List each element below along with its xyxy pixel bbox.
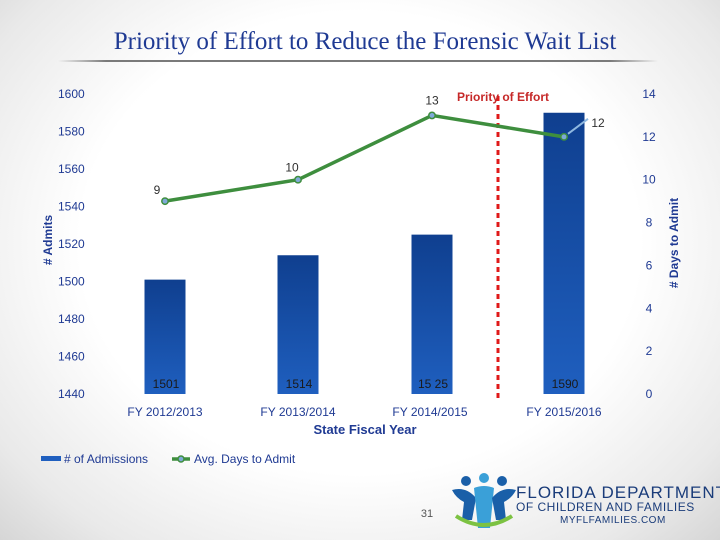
bar-admissions-2: [411, 234, 453, 394]
label-leader-line: [567, 118, 589, 135]
category-label-0: FY 2012/2013: [127, 405, 203, 419]
left-tick-1600: 1600: [58, 87, 85, 101]
left-tick-1520: 1520: [58, 237, 85, 251]
line-point-1: [294, 175, 302, 184]
line-value-label-0: 9: [154, 183, 161, 197]
line-point-0: [161, 197, 169, 206]
priority-of-effort-label: Priority of Effort: [457, 90, 549, 104]
logo-line-3: MYFLFAMILIES.COM: [560, 515, 666, 526]
left-axis-title: # Admits: [41, 215, 55, 266]
line-point-3: [560, 132, 568, 141]
right-tick-6: 6: [646, 258, 653, 272]
category-label-3: FY 2015/2016: [526, 405, 602, 419]
bar-value-label-1: 1514: [286, 377, 313, 391]
bar-value-label-2: 15 25: [418, 377, 448, 391]
left-tick-1500: 1500: [58, 275, 85, 289]
category-label-2: FY 2014/2015: [392, 405, 468, 419]
line-days-to-admit: [164, 113, 565, 203]
right-tick-0: 0: [646, 387, 653, 401]
left-tick-1440: 1440: [58, 387, 85, 401]
legend-marker-days: [177, 455, 185, 463]
x-axis-title: State Fiscal Year: [313, 422, 416, 437]
logo-line-2: OF CHILDREN AND FAMILIES: [516, 500, 695, 514]
left-tick-1540: 1540: [58, 200, 85, 214]
page-number: 31: [420, 508, 434, 520]
line-value-label-3: 12: [591, 116, 605, 130]
left-tick-1580: 1580: [58, 125, 85, 139]
bar-admissions-1: [277, 255, 319, 394]
right-tick-14: 14: [642, 87, 656, 101]
line-value-label-1: 10: [285, 161, 299, 175]
left-tick-1460: 1460: [58, 350, 85, 364]
category-label-1: FY 2013/2014: [260, 405, 336, 419]
right-tick-2: 2: [646, 344, 653, 358]
right-tick-12: 12: [642, 130, 656, 144]
right-tick-10: 10: [642, 173, 656, 187]
page-title: Priority of Effort to Reduce the Forensi…: [113, 28, 617, 55]
legend-label-admissions: # of Admissions: [64, 452, 148, 466]
right-tick-8: 8: [646, 216, 653, 230]
legend-swatch-admissions: [41, 456, 61, 461]
left-tick-1560: 1560: [58, 162, 85, 176]
title-underline: [58, 60, 658, 62]
right-axis-title: # Days to Admit: [667, 198, 681, 288]
line-value-label-2: 13: [425, 93, 439, 107]
line-point-2: [428, 111, 436, 120]
bar-admissions-0: [144, 279, 186, 394]
left-tick-1480: 1480: [58, 312, 85, 326]
right-tick-4: 4: [646, 301, 653, 315]
bar-admissions-3: [543, 112, 585, 394]
bar-value-label-3: 1590: [552, 377, 579, 391]
dcf-logo-icon: [452, 473, 516, 528]
bar-value-label-0: 1501: [153, 377, 180, 391]
logo-line-1: FLORIDA DEPARTMENT: [516, 483, 720, 502]
legend-label-days: Avg. Days to Admit: [194, 452, 296, 466]
